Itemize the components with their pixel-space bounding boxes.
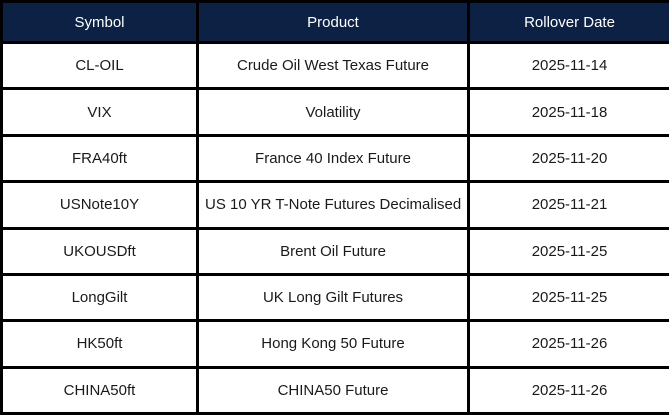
cell-symbol: CHINA50ft (0, 365, 199, 415)
cell-product: CHINA50 Future (196, 365, 470, 415)
column-header-product: Product (196, 0, 470, 44)
cell-product: Brent Oil Future (196, 226, 470, 276)
table-row: FRA40ft France 40 Index Future 2025-11-2… (0, 133, 669, 184)
column-header-rollover-date: Rollover Date (467, 0, 669, 44)
table-row: LongGilt UK Long Gilt Futures 2025-11-25 (0, 272, 669, 323)
cell-rollover-date: 2025-11-21 (467, 180, 669, 230)
cell-product: France 40 Index Future (196, 133, 470, 184)
cell-symbol: VIX (0, 87, 199, 137)
cell-symbol: LongGilt (0, 272, 199, 323)
column-header-symbol: Symbol (0, 0, 199, 44)
table-row: VIX Volatility 2025-11-18 (0, 87, 669, 137)
cell-symbol: HK50ft (0, 319, 199, 369)
cell-rollover-date: 2025-11-25 (467, 272, 669, 323)
cell-rollover-date: 2025-11-14 (467, 40, 669, 91)
cell-product: Hong Kong 50 Future (196, 319, 470, 369)
cell-product: US 10 YR T-Note Futures Decimalised (196, 180, 470, 230)
table-row: USNote10Y US 10 YR T-Note Futures Decima… (0, 180, 669, 230)
cell-symbol: USNote10Y (0, 180, 199, 230)
cell-product: Volatility (196, 87, 470, 137)
cell-rollover-date: 2025-11-18 (467, 87, 669, 137)
header-row: Symbol Product Rollover Date (0, 0, 669, 44)
table-row: CHINA50ft CHINA50 Future 2025-11-26 (0, 365, 669, 415)
cell-product: UK Long Gilt Futures (196, 272, 470, 323)
table-row: HK50ft Hong Kong 50 Future 2025-11-26 (0, 319, 669, 369)
table-row: CL-OIL Crude Oil West Texas Future 2025-… (0, 40, 669, 91)
cell-symbol: FRA40ft (0, 133, 199, 184)
cell-symbol: CL-OIL (0, 40, 199, 91)
cell-rollover-date: 2025-11-20 (467, 133, 669, 184)
cell-rollover-date: 2025-11-26 (467, 319, 669, 369)
table-header: Symbol Product Rollover Date (0, 0, 669, 44)
cell-rollover-date: 2025-11-25 (467, 226, 669, 276)
table-row: UKOUSDft Brent Oil Future 2025-11-25 (0, 226, 669, 276)
table-body: CL-OIL Crude Oil West Texas Future 2025-… (0, 40, 669, 415)
cell-rollover-date: 2025-11-26 (467, 365, 669, 415)
cell-product: Crude Oil West Texas Future (196, 40, 470, 91)
cell-symbol: UKOUSDft (0, 226, 199, 276)
